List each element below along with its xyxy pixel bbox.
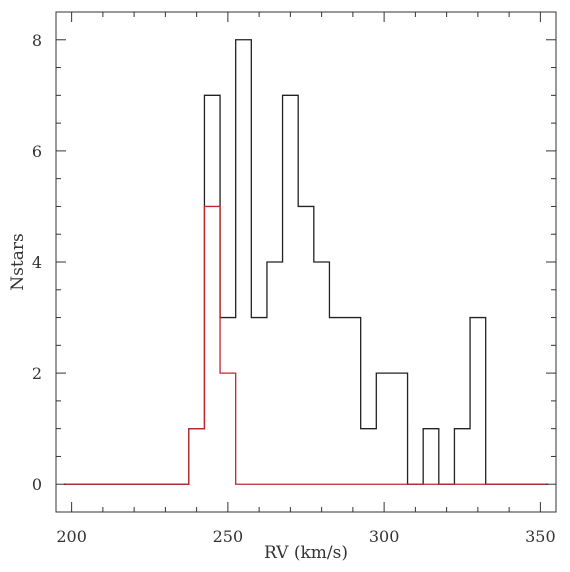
y-tick-label: 6 — [32, 142, 42, 161]
y-axis-label: Nstars — [8, 233, 28, 290]
x-tick-label: 350 — [525, 527, 556, 546]
tick-label-layer: 200 250 300 350 0 2 4 6 8 — [32, 31, 556, 546]
x-tick-label: 300 — [369, 527, 400, 546]
histogram-series-2 — [63, 205, 549, 485]
y-tick-label: 4 — [32, 253, 42, 272]
x-tick-label: 200 — [56, 527, 87, 546]
x-axis-label: RV (km/s) — [264, 543, 348, 563]
series-layer — [63, 39, 549, 485]
y-tick-label: 2 — [32, 364, 42, 383]
y-tick-label: 8 — [32, 31, 42, 50]
y-tick-label: 0 — [32, 475, 42, 494]
x-tick-label: 250 — [213, 527, 244, 546]
tick-layer — [56, 12, 556, 512]
